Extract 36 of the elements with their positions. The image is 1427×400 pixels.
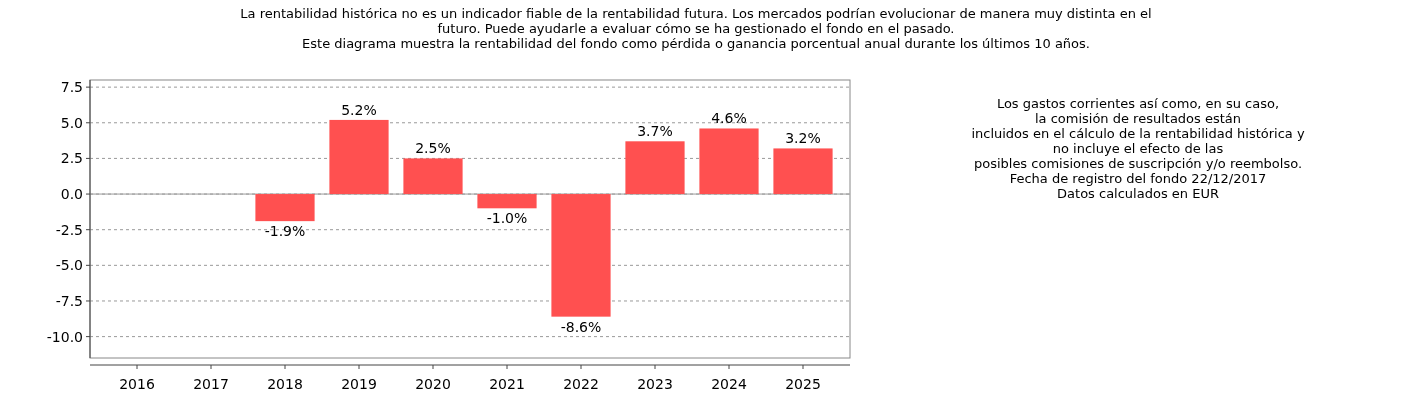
bar bbox=[551, 194, 611, 317]
x-tick-label: 2019 bbox=[341, 376, 377, 392]
x-tick-label: 2018 bbox=[267, 376, 303, 392]
y-tick-label: 5.0 bbox=[60, 114, 83, 131]
y-tick-label: 7.5 bbox=[60, 79, 83, 96]
y-tick-label: -10.0 bbox=[46, 328, 83, 345]
bar bbox=[699, 128, 759, 195]
bar bbox=[255, 194, 315, 222]
bar bbox=[773, 148, 833, 195]
data-label: 3.7% bbox=[637, 123, 673, 140]
data-label: -1.0% bbox=[486, 210, 528, 227]
data-label: 2.5% bbox=[415, 140, 451, 157]
y-tick-label: 2.5 bbox=[60, 150, 83, 167]
x-tick-label: 2022 bbox=[563, 376, 599, 392]
x-tick-label: 2021 bbox=[489, 376, 525, 392]
data-label: -8.6% bbox=[560, 318, 602, 335]
x-tick-label: 2017 bbox=[193, 376, 229, 392]
bar bbox=[403, 158, 463, 195]
y-tick-label: -2.5 bbox=[55, 221, 83, 238]
x-tick-label: 2023 bbox=[637, 376, 673, 392]
bar bbox=[329, 119, 389, 195]
y-tick-label: 0.0 bbox=[60, 185, 83, 202]
x-tick-label: 2025 bbox=[785, 376, 821, 392]
bar bbox=[477, 194, 537, 209]
x-tick-label: 2020 bbox=[415, 376, 451, 392]
bar bbox=[625, 141, 685, 195]
y-tick-label: -5.0 bbox=[55, 257, 83, 274]
data-label: 4.6% bbox=[711, 110, 747, 127]
x-tick-label: 2024 bbox=[711, 376, 747, 392]
data-label: 5.2% bbox=[341, 101, 377, 118]
x-tick-label: 2016 bbox=[119, 376, 155, 392]
data-label: 3.2% bbox=[785, 130, 821, 147]
data-label: -1.9% bbox=[264, 223, 306, 240]
chart-title: La rentabilidad histórica no es un indicador fiable de la rentabilidad futura. Los mercados podrían evolucionar de manera muy distinta en el futuro. Puede ayudarle a evaluar cómo se ha gestionado el fondo en el pasado. Este diagrama muestra la rentabilidad del fondo como pérdida o ganancia porcentual anual durante los últimos 10 años. bbox=[240, 6, 1152, 51]
text: Los gastos corrientes así como, en su caso, la comisión de resultados están incluidos en el cálculo de la rentabilidad histórica y no incluye el efecto de las posibles comisiones de suscripción y/o reembolso. Fecha de registro del fondo 22/12/2017 Datos calculados en EUR bbox=[971, 96, 1305, 201]
y-tick-label: -7.5 bbox=[55, 292, 83, 309]
